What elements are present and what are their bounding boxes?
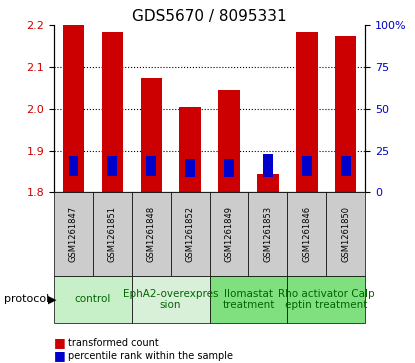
- Text: ■: ■: [54, 349, 66, 362]
- Title: GDS5670 / 8095331: GDS5670 / 8095331: [132, 9, 287, 24]
- Text: GSM1261852: GSM1261852: [186, 206, 195, 262]
- Bar: [257, 174, 278, 192]
- Bar: [185, 159, 195, 178]
- Text: Rho activator Calp
eptin treatment: Rho activator Calp eptin treatment: [278, 289, 375, 310]
- Text: GSM1261847: GSM1261847: [69, 206, 78, 262]
- Text: protocol: protocol: [4, 294, 49, 305]
- Bar: [341, 156, 351, 176]
- Bar: [335, 36, 356, 192]
- Text: GSM1261853: GSM1261853: [264, 206, 272, 262]
- Bar: [141, 78, 162, 192]
- Bar: [107, 156, 117, 176]
- Text: transformed count: transformed count: [68, 338, 159, 348]
- Text: ▶: ▶: [48, 294, 56, 305]
- Bar: [296, 32, 317, 192]
- Text: Ilomastat
treatment: Ilomastat treatment: [222, 289, 275, 310]
- Bar: [302, 156, 312, 176]
- Bar: [63, 25, 84, 192]
- Text: GSM1261851: GSM1261851: [108, 206, 117, 262]
- Text: GSM1261849: GSM1261849: [225, 206, 234, 262]
- Text: ■: ■: [54, 337, 66, 350]
- Text: percentile rank within the sample: percentile rank within the sample: [68, 351, 234, 361]
- Bar: [146, 156, 156, 176]
- Bar: [68, 156, 78, 176]
- Bar: [218, 90, 240, 192]
- Text: GSM1261850: GSM1261850: [341, 206, 350, 262]
- Bar: [263, 154, 273, 178]
- Bar: [102, 32, 123, 192]
- Text: GSM1261846: GSM1261846: [303, 206, 311, 262]
- Text: control: control: [75, 294, 111, 305]
- Text: GSM1261848: GSM1261848: [147, 206, 156, 262]
- Bar: [179, 107, 201, 192]
- Bar: [224, 159, 234, 178]
- Text: EphA2-overexpres
sion: EphA2-overexpres sion: [123, 289, 218, 310]
